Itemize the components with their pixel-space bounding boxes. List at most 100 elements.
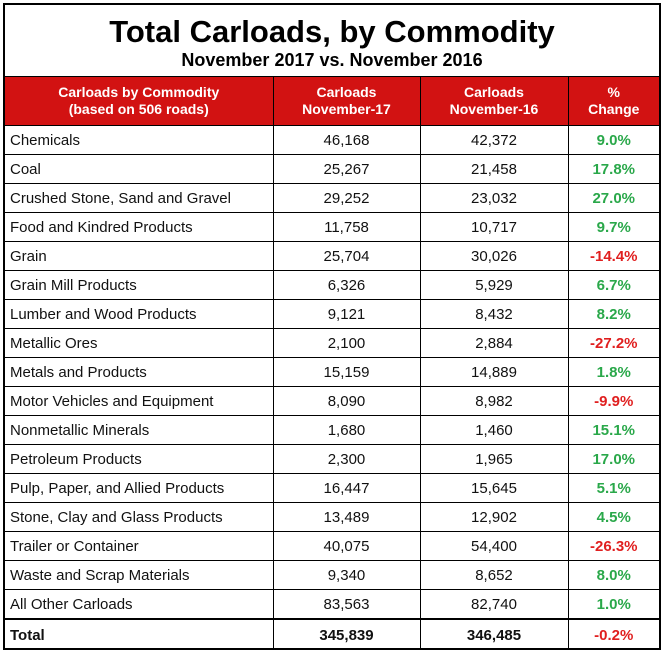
percent-change: 9.0%	[567, 125, 659, 155]
commodity-name: Food and Kindred Products	[5, 212, 274, 242]
nov17-value: 40,075	[272, 531, 421, 561]
percent-change: -26.3%	[567, 531, 659, 561]
commodity-name: Grain	[5, 241, 274, 271]
percent-change: 9.7%	[567, 212, 659, 242]
nov16-value: 10,717	[419, 212, 569, 242]
nov16-value: 15,645	[419, 473, 569, 503]
nov16-value: 8,982	[419, 386, 569, 416]
nov16-value: 30,026	[419, 241, 569, 271]
table-row: Stone, Clay and Glass Products 13,489 12,9…	[5, 502, 659, 532]
nov16-value: 14,889	[419, 357, 569, 387]
percent-change: -9.9%	[567, 386, 659, 416]
commodity-name: Chemicals	[5, 125, 274, 155]
nov17-value: 9,340	[272, 560, 421, 590]
percent-change: 6.7%	[567, 270, 659, 300]
page-subtitle: November 2017 vs. November 2016	[181, 50, 483, 70]
commodity-name: Motor Vehicles and Equipment	[5, 386, 274, 416]
commodity-name: Waste and Scrap Materials	[5, 560, 274, 590]
commodity-name: Grain Mill Products	[5, 270, 274, 300]
total-nov17-value: 345,839	[272, 618, 421, 650]
nov17-value: 16,447	[272, 473, 421, 503]
table-row: Trailer or Container 40,075 54,400 -26.3%	[5, 531, 659, 561]
table-row: Grain 25,704 30,026 -14.4%	[5, 241, 659, 271]
total-percent-change: -0.2%	[567, 618, 659, 650]
percent-change: 17.0%	[567, 444, 659, 474]
commodity-name: Stone, Clay and Glass Products	[5, 502, 274, 532]
percent-change: -27.2%	[567, 328, 659, 358]
commodity-name: Nonmetallic Minerals	[5, 415, 274, 445]
nov17-value: 2,100	[272, 328, 421, 358]
commodity-name: All Other Carloads	[5, 589, 274, 620]
percent-change: 5.1%	[567, 473, 659, 503]
table-row: Pulp, Paper, and Allied Products 16,447 15…	[5, 473, 659, 503]
table-row: Metals and Products 15,159 14,889 1.8%	[5, 357, 659, 387]
carloads-table-panel: Total Carloads, by Commodity November 20…	[3, 3, 661, 650]
commodity-name: Metals and Products	[5, 357, 274, 387]
table-row: Petroleum Products 2,300 1,965 17.0%	[5, 444, 659, 474]
nov17-value: 25,704	[272, 241, 421, 271]
total-label: Total	[5, 618, 274, 650]
title-block: Total Carloads, by Commodity November 20…	[5, 5, 659, 77]
nov16-value: 1,965	[419, 444, 569, 474]
nov16-value: 2,884	[419, 328, 569, 358]
nov17-value: 46,168	[272, 125, 421, 155]
percent-change: 27.0%	[567, 183, 659, 213]
table-row: Crushed Stone, Sand and Gravel 29,252 23,0…	[5, 183, 659, 213]
nov16-value: 1,460	[419, 415, 569, 445]
nov16-value: 5,929	[419, 270, 569, 300]
commodity-name: Petroleum Products	[5, 444, 274, 474]
nov16-value: 8,652	[419, 560, 569, 590]
percent-change: 15.1%	[567, 415, 659, 445]
table-row: Nonmetallic Minerals 1,680 1,460 15.1%	[5, 415, 659, 445]
nov16-value: 23,032	[419, 183, 569, 213]
nov17-value: 9,121	[272, 299, 421, 329]
header-row: Carloads by Commodity (based on 506 roads…	[5, 77, 659, 126]
nov17-value: 13,489	[272, 502, 421, 532]
commodity-name: Trailer or Container	[5, 531, 274, 561]
commodity-name: Metallic Ores	[5, 328, 274, 358]
commodity-name: Crushed Stone, Sand and Gravel	[5, 183, 274, 213]
page-title: Total Carloads, by Commodity	[109, 14, 555, 49]
table-row: Metallic Ores 2,100 2,884 -27.2%	[5, 328, 659, 358]
commodity-name: Coal	[5, 154, 274, 184]
header-nov16: Carloads November-16	[419, 77, 569, 126]
total-row: Total 345,839 346,485 -0.2%	[5, 618, 659, 650]
table-row: Grain Mill Products 6,326 5,929 6.7%	[5, 270, 659, 300]
nov17-value: 2,300	[272, 444, 421, 474]
header-nov17: Carloads November-17	[272, 77, 421, 126]
nov16-value: 42,372	[419, 125, 569, 155]
commodity-table: Carloads by Commodity (based on 506 roads…	[5, 77, 659, 650]
percent-change: 1.8%	[567, 357, 659, 387]
nov17-value: 15,159	[272, 357, 421, 387]
percent-change: 8.2%	[567, 299, 659, 329]
table-row: Coal 25,267 21,458 17.8%	[5, 154, 659, 184]
percent-change: 17.8%	[567, 154, 659, 184]
nov16-value: 82,740	[419, 589, 569, 620]
nov17-value: 6,326	[272, 270, 421, 300]
percent-change: 8.0%	[567, 560, 659, 590]
header-change: % Change	[567, 77, 659, 126]
nov16-value: 54,400	[419, 531, 569, 561]
percent-change: 4.5%	[567, 502, 659, 532]
nov17-value: 29,252	[272, 183, 421, 213]
table-row: Lumber and Wood Products 9,121 8,432 8.2%	[5, 299, 659, 329]
nov17-value: 1,680	[272, 415, 421, 445]
table-row: Food and Kindred Products 11,758 10,717 9.7…	[5, 212, 659, 242]
table-row: Chemicals 46,168 42,372 9.0%	[5, 125, 659, 155]
nov17-value: 25,267	[272, 154, 421, 184]
nov17-value: 11,758	[272, 212, 421, 242]
nov17-value: 8,090	[272, 386, 421, 416]
nov16-value: 12,902	[419, 502, 569, 532]
table-row: Motor Vehicles and Equipment 8,090 8,982 -9…	[5, 386, 659, 416]
total-nov16-value: 346,485	[419, 618, 569, 650]
nov17-value: 83,563	[272, 589, 421, 620]
commodity-name: Lumber and Wood Products	[5, 299, 274, 329]
percent-change: -14.4%	[567, 241, 659, 271]
table-row: All Other Carloads 83,563 82,740 1.0%	[5, 589, 659, 620]
percent-change: 1.0%	[567, 589, 659, 620]
commodity-name: Pulp, Paper, and Allied Products	[5, 473, 274, 503]
nov16-value: 21,458	[419, 154, 569, 184]
nov16-value: 8,432	[419, 299, 569, 329]
header-commodity: Carloads by Commodity (based on 506 roads…	[5, 77, 274, 126]
table-row: Waste and Scrap Materials 9,340 8,652 8.0%	[5, 560, 659, 590]
